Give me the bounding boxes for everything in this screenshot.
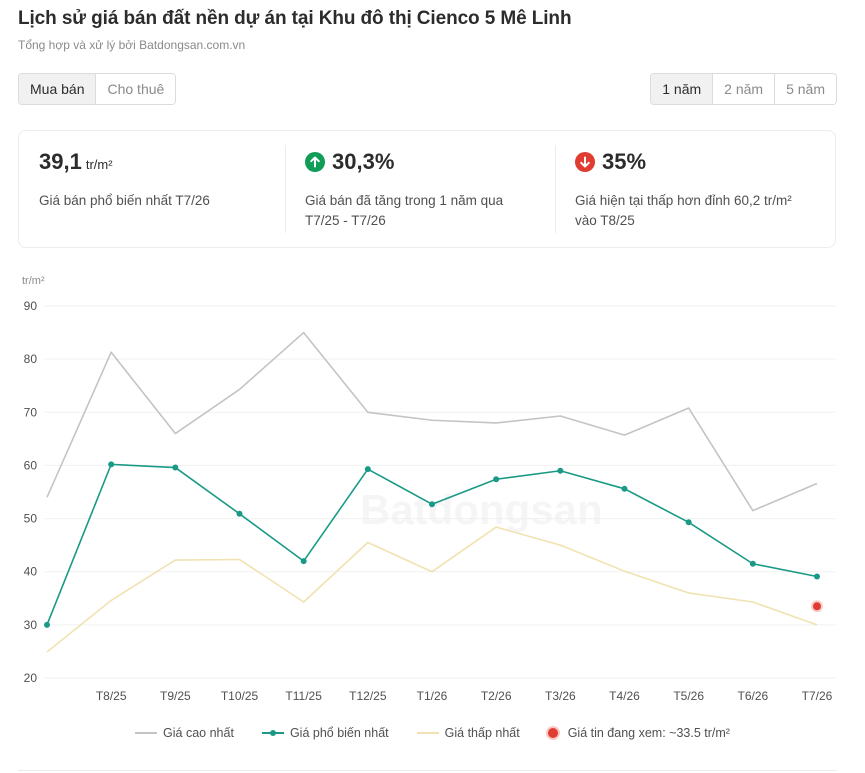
stat-below-peak: 35% Giá hiện tại thấp hơn đỉnh 60,2 tr/m…: [555, 131, 835, 247]
price-history-chart: tr/m² Batdongsan 20 30 40 50 60 70 80 90 T8/25 T9/2…: [22, 275, 835, 703]
divider: [18, 770, 837, 771]
tab-5-nam[interactable]: 5 năm: [775, 74, 836, 104]
y-tick-label: 20: [24, 671, 38, 685]
x-tick-label: T2/26: [481, 689, 512, 703]
legend-item-high[interactable]: Giá cao nhất: [135, 726, 234, 740]
x-tick-label: T5/26: [673, 689, 704, 703]
stat-unit: tr/m²: [85, 156, 113, 172]
data-point: [364, 466, 371, 473]
arrow-up-icon: [305, 152, 325, 172]
x-tick-label: T11/25: [285, 689, 322, 703]
current-price-marker-icon: [547, 728, 558, 738]
y-axis-unit-label: tr/m²: [22, 275, 45, 287]
legend-label: Giá thấp nhất: [444, 726, 520, 740]
x-tick-label: T10/25: [221, 689, 259, 703]
stat-description: Giá bán đã tăng trong 1 năm qua T7/25 - …: [305, 193, 504, 228]
stat-value: 30,3%: [332, 149, 395, 174]
data-point: [814, 573, 820, 580]
tab-mua-ban[interactable]: Mua bán: [19, 74, 97, 104]
legend-item-low[interactable]: Giá thấp nhất: [416, 726, 520, 740]
tab-cho-thue[interactable]: Cho thuê: [96, 74, 176, 104]
legend-line-swatch: [261, 730, 284, 736]
stat-description: Giá hiện tại thấp hơn đỉnh 60,2 tr/m² và…: [575, 193, 792, 228]
current-price-point: [813, 602, 821, 611]
y-tick-label: 90: [24, 299, 38, 313]
x-tick-label: T6/26: [737, 689, 768, 703]
stat-yearly-change: 30,3% Giá bán đã tăng trong 1 năm qua T7…: [285, 131, 555, 247]
listing-type-toggle: Mua bán Cho thuê: [18, 73, 177, 105]
data-point: [557, 467, 564, 474]
page-subtitle: Tổng hợp và xử lý bởi Batdongsan.com.vn: [18, 38, 246, 52]
x-tick-label: T9/25: [160, 689, 191, 703]
stat-common-price: 39,1 tr/m² Giá bán phổ biến nhất T7/26: [19, 131, 285, 247]
stat-value: 39,1: [39, 149, 82, 174]
data-point: [493, 476, 500, 483]
stat-description: Giá bán phổ biến nhất T7/26: [39, 193, 210, 208]
y-tick-label: 50: [24, 512, 38, 526]
data-point: [236, 510, 243, 517]
x-tick-label: T1/26: [417, 689, 448, 703]
x-tick-label: T3/26: [545, 689, 576, 703]
data-point: [44, 621, 50, 628]
data-point: [685, 519, 692, 526]
x-tick-label: T12/25: [349, 689, 387, 703]
legend-item-current[interactable]: Giá tin đang xem: ~33.5 tr/m²: [547, 726, 730, 740]
legend-item-common[interactable]: Giá phổ biến nhất: [261, 726, 389, 740]
legend-label: Giá cao nhất: [163, 726, 234, 740]
chart-legend: Giá cao nhất Giá phổ biến nhất Giá thấp …: [0, 726, 865, 740]
y-tick-label: 70: [24, 405, 38, 419]
legend-label: Giá phổ biến nhất: [289, 726, 389, 740]
y-tick-label: 40: [24, 565, 38, 579]
watermark-text: Batdongsan: [360, 486, 603, 533]
x-tick-label: T4/26: [609, 689, 640, 703]
legend-label: Giá tin đang xem: ~33.5 tr/m²: [567, 726, 730, 740]
stat-value: 35%: [602, 149, 647, 174]
data-point: [621, 485, 628, 492]
y-tick-label: 80: [24, 352, 38, 366]
data-point: [172, 464, 179, 471]
series-line-3: [46, 526, 818, 653]
page-title: Lịch sử giá bán đất nền dự án tại Khu đô…: [18, 8, 572, 29]
x-tick-label: T7/26: [802, 689, 833, 703]
arrow-down-icon: [575, 152, 595, 172]
series-line-1: [46, 331, 818, 512]
y-tick-label: 60: [24, 458, 38, 472]
legend-line-swatch: [135, 732, 158, 734]
tab-1-nam[interactable]: 1 năm: [651, 74, 714, 104]
data-point: [300, 558, 307, 565]
data-point: [429, 501, 435, 508]
period-toggle: 1 năm 2 năm 5 năm: [650, 73, 837, 105]
tab-2-nam[interactable]: 2 năm: [713, 74, 776, 104]
y-tick-label: 30: [24, 618, 38, 632]
x-tick-label: T8/25: [96, 689, 127, 703]
data-point: [749, 560, 756, 567]
data-point: [108, 461, 115, 468]
legend-line-swatch: [416, 732, 439, 734]
stats-panel: 39,1 tr/m² Giá bán phổ biến nhất T7/26 3…: [18, 130, 836, 248]
